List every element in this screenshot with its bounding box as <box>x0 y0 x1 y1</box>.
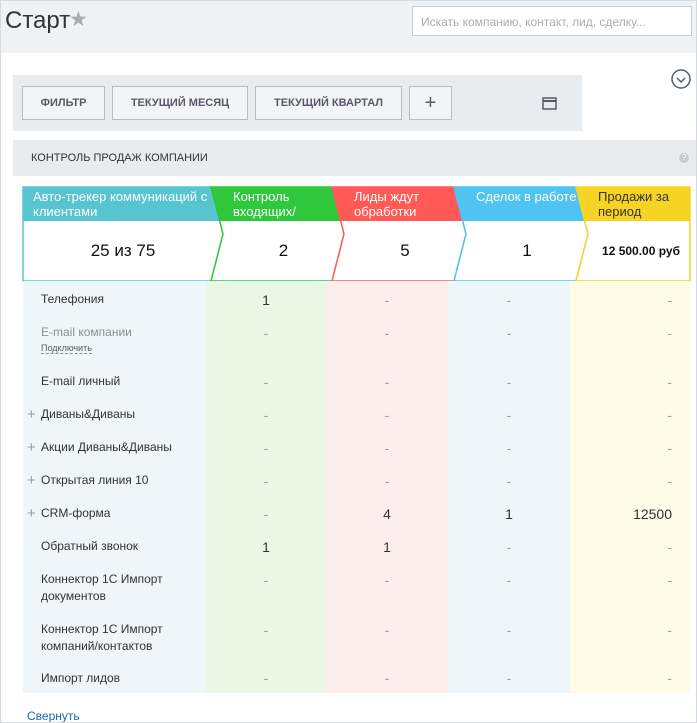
connect-link[interactable]: Подключить <box>41 343 92 354</box>
help-icon[interactable]: ? <box>679 153 689 163</box>
row-value: - <box>384 373 390 390</box>
row-value: - <box>263 324 269 341</box>
row-value: - <box>506 571 512 588</box>
row-value: - <box>384 621 390 638</box>
page-title: Старт <box>5 7 71 34</box>
row-name: Акции Диваны&Диваны <box>41 440 172 454</box>
row-name: Телефония <box>41 292 104 306</box>
stage-total: 2 <box>278 241 289 260</box>
section-bar <box>13 140 696 176</box>
row-value: - <box>667 538 672 555</box>
row-value: - <box>384 472 390 489</box>
stage-band <box>576 187 690 221</box>
row-name: Коннектор 1С Импорт компаний/контактов <box>41 622 163 653</box>
row-value: - <box>506 406 512 423</box>
row-value: - <box>667 324 672 341</box>
star-icon[interactable]: ★ <box>69 8 88 31</box>
row-value: - <box>506 538 512 555</box>
row-value: - <box>384 670 390 686</box>
row-value: - <box>506 621 512 638</box>
row-value: 1 <box>383 538 391 555</box>
column-bg <box>448 281 570 693</box>
column-bg <box>23 281 206 693</box>
row-value: - <box>506 472 512 489</box>
stage-band <box>23 187 220 221</box>
row-value: - <box>667 472 672 489</box>
row-value: - <box>263 472 269 489</box>
row-name: Коннектор 1С Импорт документов <box>41 572 163 603</box>
row-value: - <box>384 439 390 456</box>
expand-icon: + <box>27 405 36 423</box>
row-value: - <box>667 373 672 390</box>
stage-label: Лиды ждут обработки <box>354 189 420 219</box>
collapse-link[interactable]: Свернуть <box>27 709 80 723</box>
stage-label: Контроль входящих/исходящих <box>233 189 299 221</box>
row-value: - <box>667 670 672 686</box>
row-value: - <box>667 439 672 456</box>
stage-label: Продажи за период <box>598 189 670 219</box>
row-value: - <box>263 571 269 588</box>
row-value: - <box>506 373 512 390</box>
add-button[interactable]: + <box>409 86 452 120</box>
stage-band <box>211 187 341 221</box>
row-name: E-mail личный <box>41 374 121 388</box>
row-value: - <box>506 670 512 686</box>
stage-total: 12 500.00 руб <box>602 244 680 258</box>
row-value: - <box>506 439 512 456</box>
row-value: 1 <box>505 505 513 522</box>
stage-total: 25 из 75 <box>90 241 156 260</box>
search-input[interactable]: Искать компанию, контакт, лид, сделку... <box>412 6 692 36</box>
expand-icon: + <box>27 438 36 456</box>
expand-icon: + <box>27 471 36 489</box>
stage-total: 5 <box>400 241 410 260</box>
row-value: - <box>667 621 672 638</box>
row-value: - <box>506 291 512 308</box>
row-name: E-mail компании <box>41 325 132 339</box>
row-value: - <box>384 406 390 423</box>
column-bg <box>570 281 690 693</box>
settings-icon[interactable] <box>670 68 692 90</box>
row-value: - <box>667 291 672 308</box>
row-value: - <box>263 439 269 456</box>
row-value: - <box>263 373 269 390</box>
row-value: - <box>667 571 672 588</box>
row-value: - <box>263 670 269 686</box>
row-name: Импорт лидов <box>41 670 121 685</box>
row-value: - <box>263 505 269 522</box>
row-name: Диваны&Диваны <box>41 407 135 421</box>
month-button[interactable]: ТЕКУЩИЙ МЕСЯЦ <box>112 86 248 120</box>
stage-band <box>332 187 463 221</box>
row-name: Открытая линия 10 <box>41 473 149 487</box>
section-title: КОНТРОЛЬ ПРОДАЖ КОМПАНИИ <box>31 152 208 164</box>
row-value: - <box>263 621 269 638</box>
layout-icon[interactable] <box>542 97 558 111</box>
quarter-button[interactable]: ТЕКУЩИЙ КВАРТАЛ <box>255 86 402 120</box>
row-name: CRM-форма <box>41 506 111 520</box>
row-value: 1 <box>262 291 270 308</box>
stage-total: 1 <box>522 241 532 260</box>
stage-label: Авто-трекер коммуникаций с клиентами <box>33 189 208 219</box>
row-value: - <box>384 571 390 588</box>
filter-button[interactable]: ФИЛЬТР <box>22 86 105 120</box>
expand-icon: + <box>27 504 36 522</box>
row-value: - <box>667 406 672 423</box>
stage-band <box>454 187 585 221</box>
row-value: 4 <box>383 505 391 522</box>
row-value: - <box>263 406 269 423</box>
row-value: - <box>506 324 512 341</box>
column-bg <box>326 281 448 693</box>
row-value: 12500 <box>633 505 672 522</box>
row-value: - <box>384 291 390 308</box>
row-value: 1 <box>262 538 270 555</box>
stage-label: Сделок в работе <box>476 189 577 204</box>
row-value: - <box>384 324 390 341</box>
row-name: Обратный звонок <box>41 539 139 553</box>
column-bg <box>206 281 326 693</box>
